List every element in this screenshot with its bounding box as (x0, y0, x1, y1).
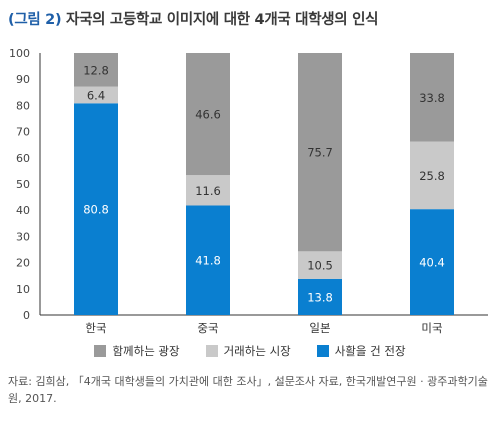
data-label: 80.8 (83, 203, 109, 217)
data-label: 25.8 (419, 169, 445, 183)
bar-segment (410, 209, 454, 315)
y-tick-label: 90 (16, 73, 30, 86)
y-tick-label: 80 (16, 99, 30, 112)
data-label: 33.8 (419, 91, 445, 105)
y-tick-label: 60 (16, 152, 30, 165)
y-tick-label: 10 (16, 283, 30, 296)
x-category-label: 일본 (309, 321, 330, 335)
y-tick-label: 0 (23, 309, 30, 322)
bar-segment (186, 205, 230, 315)
stacked-bar-chart: 0 10 20 30 40 50 60 70 80 90 100 80.8 6.4 12.8 한국 41.8 1… (9, 47, 488, 335)
legend: 함께하는 광장 거래하는 시장 사활을 건 전장 (0, 343, 500, 359)
legend-label-trading-market: 거래하는 시장 (223, 344, 291, 358)
x-category-label: 중국 (197, 321, 218, 335)
bar-segment (186, 175, 230, 206)
chart-title: (그림 2) 자국의 고등학교 이미지에 대한 4개국 대학생의 인식 (8, 8, 378, 29)
legend-label-battlefield: 사활을 건 전장 (334, 344, 406, 358)
figure-number: (그림 2) (8, 12, 62, 28)
y-tick-label: 40 (16, 204, 30, 217)
y-tick-label: 30 (16, 230, 30, 243)
bar-segment (410, 141, 454, 210)
bar-segment (74, 86, 118, 104)
source-note: 자료: 김희삼, 「4개국 대학생들의 가치관에 대한 조사」, 설문조사 자료… (8, 375, 488, 405)
legend-label-together-square: 함께하는 광장 (112, 344, 180, 358)
x-category-label: 미국 (421, 321, 442, 335)
bar-segment (298, 278, 342, 315)
x-category-label: 한국 (85, 321, 106, 335)
data-label: 12.8 (83, 63, 109, 77)
bar-segment (298, 251, 342, 279)
y-tick-label: 50 (16, 178, 30, 191)
data-label: 6.4 (87, 88, 105, 102)
y-tick-label: 20 (16, 257, 30, 270)
legend-swatch-battlefield (316, 345, 329, 357)
bar-segment (186, 53, 230, 176)
bar-segment (298, 53, 342, 252)
bar-segment (74, 53, 118, 87)
title-text: 자국의 고등학교 이미지에 대한 4개국 대학생의 인식 (66, 12, 379, 28)
data-label: 41.8 (195, 254, 221, 268)
data-label: 11.6 (195, 184, 221, 198)
bar-segment (410, 53, 454, 142)
legend-item-battlefield: 사활을 건 전장 (316, 343, 406, 359)
data-label: 10.5 (307, 259, 333, 273)
legend-swatch-trading-market (205, 345, 218, 357)
bar-segment (74, 103, 118, 315)
data-label: 75.7 (307, 146, 333, 160)
data-label: 13.8 (307, 290, 333, 304)
legend-item-together-square: 함께하는 광장 (94, 343, 180, 359)
data-label: 40.4 (419, 256, 445, 270)
y-tick-label: 100 (9, 47, 30, 60)
legend-swatch-together-square (94, 345, 107, 357)
y-tick-label: 70 (16, 126, 30, 139)
legend-item-trading-market: 거래하는 시장 (205, 343, 291, 359)
data-label: 46.6 (195, 108, 221, 122)
